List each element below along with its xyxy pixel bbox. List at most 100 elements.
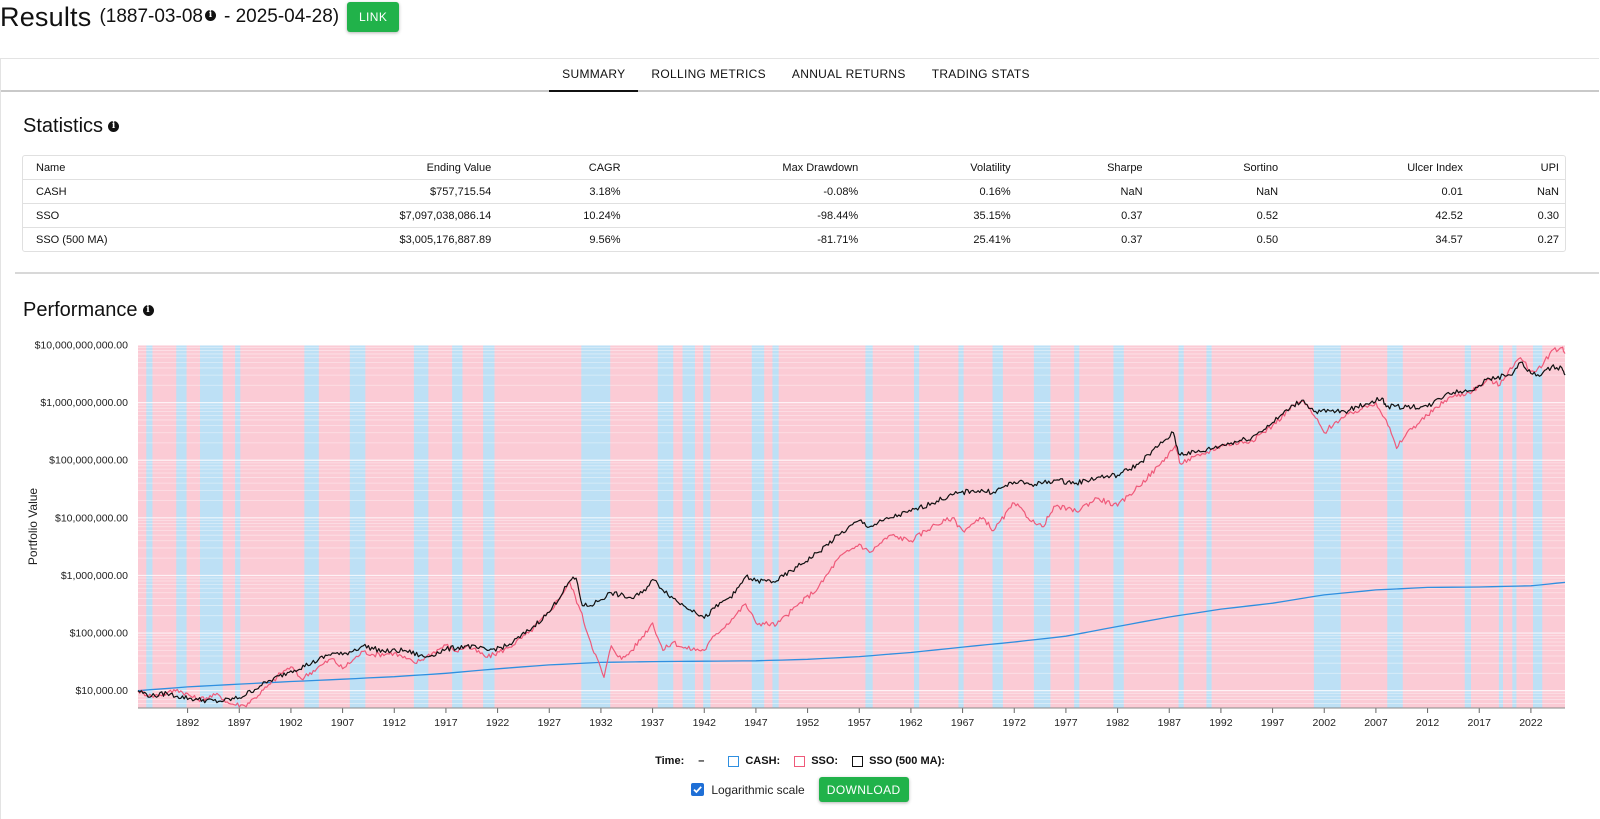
table-cell: 0.37 <box>1121 233 1143 246</box>
cash-regime-band <box>682 345 695 708</box>
x-tick-label: 1982 <box>1106 717 1130 729</box>
table-cell: 3.18% <box>497 180 627 204</box>
performance-title: Performance <box>23 299 138 321</box>
table-cell: $757,715.54 <box>148 180 498 204</box>
table-cell: -0.08% <box>626 180 865 204</box>
chart-legend: Time: – CASH: SSO: SSO (500 MA): <box>1 755 1599 767</box>
x-tick-label: 1987 <box>1158 717 1182 729</box>
cash-regime-band <box>772 345 779 708</box>
cash-regime-band <box>1498 345 1504 708</box>
legend-items: CASH: SSO: SSO (500 MA): <box>714 755 945 767</box>
performance-info-icon[interactable]: i <box>142 305 154 316</box>
column-header: Sharpe <box>1016 156 1149 180</box>
x-tick-label: 1917 <box>434 717 458 729</box>
tab-annual-returns[interactable]: ANNUAL RETURNS <box>791 67 906 81</box>
x-tick-label: 1957 <box>848 717 872 729</box>
x-tick-label: 2007 <box>1364 717 1388 729</box>
y-tick-label: $100,000.00 <box>70 628 129 640</box>
cash-regime-band <box>1113 345 1124 708</box>
table-row: SSO (500 MA) $3,005,176,887.89 9.56% -81.71… <box>23 228 1565 251</box>
x-tick-label: 1947 <box>744 717 768 729</box>
statistics-info-icon[interactable]: i <box>108 121 120 132</box>
checkmark-icon <box>693 786 703 794</box>
cash-regime-band <box>958 345 964 708</box>
x-tick-label: 1972 <box>1003 717 1027 729</box>
info-icon[interactable]: i <box>204 9 216 21</box>
cash-regime-band <box>657 345 674 708</box>
cash-regime-band <box>176 345 187 708</box>
legend-item[interactable]: CASH: <box>728 755 780 767</box>
table-cell: 0.50 <box>1256 233 1279 246</box>
x-tick-label: 2017 <box>1468 717 1492 729</box>
table-cell: 0.27 <box>1537 233 1559 246</box>
cash-regime-band <box>1532 345 1543 708</box>
table-cell: 35.15% <box>864 204 1017 228</box>
performance-chart[interactable]: $10,000.00 $100,000.00 $1,000,000.00 $10,00… <box>1 335 1599 735</box>
cash-regime-band <box>1074 345 1080 708</box>
legend-label: SSO: <box>811 755 839 767</box>
y-tick-label: $100,000,000.00 <box>49 455 128 467</box>
cash-regime-band <box>1178 345 1184 708</box>
table-cell: 0.52 <box>1148 204 1285 228</box>
column-header: Ulcer Index <box>1284 156 1469 180</box>
cash-regime-band <box>349 345 366 708</box>
cash-regime-band <box>914 345 920 708</box>
table-cell: 0.37 <box>1016 204 1149 228</box>
x-tick-label: 1962 <box>899 717 923 729</box>
cash-regime-band <box>1206 345 1212 708</box>
table-cell: $7,097,038,086.14 <box>148 204 498 228</box>
x-tick-label: 1902 <box>279 717 303 729</box>
performance-chart-svg[interactable]: $10,000.00 $100,000.00 $1,000,000.00 $10,00… <box>1 335 1599 735</box>
tab-trading-stats[interactable]: TRADING STATS <box>931 67 1030 81</box>
cash-regime-band <box>199 345 223 708</box>
table-row: SSO $7,097,038,086.14 10.24% -98.44% 35.15% 0… <box>23 204 1565 228</box>
results-card: SUMMARY ROLLING METRICS ANNUAL RETURNS TRAD… <box>0 58 1599 819</box>
performance-heading: Performance i <box>23 299 154 322</box>
range-start: (1887-03-08 <box>99 6 203 27</box>
legend-time-value: – <box>698 755 705 767</box>
log-scale-toggle[interactable]: Logarithmic scale <box>691 783 805 797</box>
column-header: Name <box>23 156 149 180</box>
x-tick-label: 1927 <box>538 717 562 729</box>
table-cell: NaN <box>1148 180 1285 204</box>
cash-regime-band <box>1313 345 1341 708</box>
x-tick-label: 1977 <box>1054 717 1078 729</box>
link-button[interactable]: LINK <box>347 2 400 32</box>
column-header: Sortino <box>1148 156 1285 180</box>
table-cell: 0.30 <box>1468 204 1565 228</box>
table-cell: CASH <box>23 180 149 204</box>
legend-item[interactable]: SSO: <box>794 755 838 767</box>
x-tick-label: 1992 <box>1209 717 1233 729</box>
chart-controls: Logarithmic scale DOWNLOAD <box>1 777 1599 802</box>
cash-regime-band <box>1512 345 1517 708</box>
y-tick-label: $1,000,000,000.00 <box>40 397 128 409</box>
column-header: Ending Value <box>148 156 498 180</box>
table-cell: 0.01 <box>1284 180 1469 204</box>
tab-summary[interactable]: SUMMARY <box>549 59 639 92</box>
x-tick-label: 1997 <box>1261 717 1285 729</box>
tabs-container: SUMMARY ROLLING METRICS ANNUAL RETURNS TRAD… <box>549 59 1043 92</box>
x-tick-label: 1892 <box>176 717 200 729</box>
cash-regime-band <box>703 345 711 708</box>
table-header-row: Name Ending Value CAGR Max Drawdown Volatili… <box>23 156 1565 180</box>
legend-label: SSO (500 MA): <box>869 755 945 767</box>
y-tick-label: $10,000.00 <box>75 685 128 697</box>
log-scale-checkbox[interactable] <box>691 783 705 796</box>
statistics-heading: Statistics i <box>23 115 120 138</box>
table-cell: -81.71% <box>817 233 859 246</box>
legend-time-label: Time: <box>655 755 685 767</box>
cash-regime-band <box>146 345 153 708</box>
tab-rolling-metrics[interactable]: ROLLING METRICS <box>651 67 766 81</box>
y-tick-label: $1,000,000.00 <box>61 570 128 582</box>
x-tick-label: 1952 <box>796 717 820 729</box>
x-tick-label: 2012 <box>1416 717 1440 729</box>
download-button[interactable]: DOWNLOAD <box>818 777 909 802</box>
table-cell: SSO <box>23 204 149 228</box>
table-row: CASH $757,715.54 3.18% -0.08% 0.16% NaN NaN 0.0… <box>23 180 1565 204</box>
statistics-title: Statistics <box>23 115 104 137</box>
column-header: Max Drawdown <box>626 156 865 180</box>
y-tick-label: $10,000,000.00 <box>55 512 128 524</box>
y-axis-label: Portfolio Value <box>26 488 40 565</box>
legend-item[interactable]: SSO (500 MA): <box>852 755 945 767</box>
cash-regime-band <box>992 345 1003 708</box>
